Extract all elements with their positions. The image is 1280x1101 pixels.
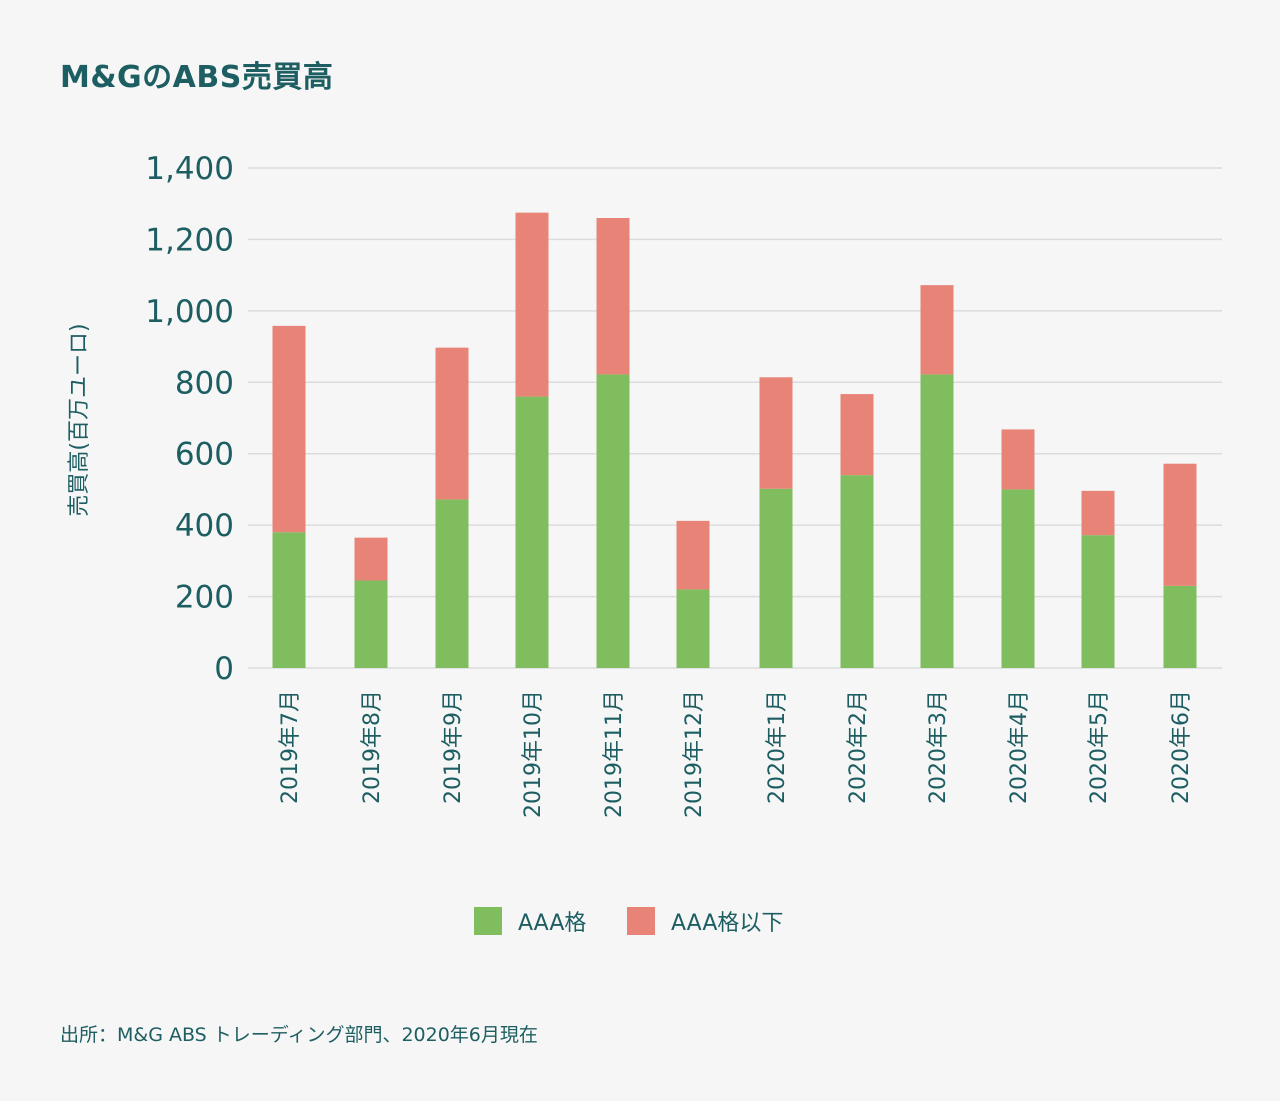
x-tick-label: 2019年11月 [602, 690, 627, 818]
y-tick-label: 1,400 [145, 151, 234, 187]
bar-aaa [596, 374, 630, 668]
bar-aaa [272, 532, 306, 668]
y-tick-label: 800 [175, 365, 234, 401]
y-axis-ticks: 0 200 400 600 800 1,000 1,200 1,400 [145, 151, 234, 687]
y-tick-label: 0 [214, 651, 234, 687]
bar-aaa [435, 499, 469, 668]
x-tick-label: 2020年4月 [1007, 690, 1032, 804]
bar-aaa [840, 475, 874, 668]
bar-below-aaa [596, 218, 630, 375]
grid-lines [248, 167, 1222, 669]
y-tick-label: 400 [175, 508, 234, 544]
bar-below-aaa [272, 325, 306, 533]
y-tick-label: 1,200 [145, 222, 234, 258]
x-tick-label: 2019年7月 [278, 690, 303, 804]
bars [272, 212, 1197, 668]
source-note: 出所：M&G ABS トレーディング部門、2020年6月現在 [60, 1024, 538, 1046]
bar-below-aaa [1163, 463, 1197, 586]
bar-aaa [920, 374, 954, 668]
y-tick-label: 1,000 [145, 294, 234, 330]
bar-aaa [354, 580, 388, 668]
bar-below-aaa [515, 212, 549, 397]
bar-below-aaa [1001, 429, 1035, 490]
bar-aaa [515, 396, 549, 668]
bar-below-aaa [1081, 490, 1115, 536]
bar-below-aaa [354, 537, 388, 581]
bar-aaa [676, 589, 710, 668]
y-tick-label: 600 [175, 437, 234, 473]
bar-below-aaa [435, 347, 469, 500]
x-tick-label: 2020年1月 [765, 690, 790, 804]
x-tick-label: 2019年8月 [360, 690, 385, 804]
bar-below-aaa [920, 285, 954, 375]
legend-label-below-aaa: AAA格以下 [671, 911, 783, 936]
x-tick-label: 2020年2月 [846, 690, 871, 804]
bar-below-aaa [676, 520, 710, 590]
x-tick-label: 2020年5月 [1087, 690, 1112, 804]
x-tick-label: 2019年12月 [682, 690, 707, 818]
legend-label-aaa: AAA格 [518, 911, 586, 936]
y-tick-label: 200 [175, 580, 234, 616]
bar-below-aaa [759, 377, 793, 489]
x-tick-label: 2019年10月 [521, 690, 546, 818]
bar-aaa [759, 488, 793, 668]
x-tick-label: 2019年9月 [441, 690, 466, 804]
legend: AAA格 AAA格以下 [474, 907, 783, 936]
y-axis-label: 売買高(百万ユーロ) [67, 323, 92, 516]
chart-title: M&GのABS売買高 [60, 60, 334, 95]
x-tick-label: 2020年6月 [1169, 690, 1194, 804]
legend-swatch-aaa [474, 907, 502, 935]
x-tick-label: 2020年3月 [926, 690, 951, 804]
legend-swatch-below-aaa [627, 907, 655, 935]
bar-aaa [1081, 535, 1115, 668]
bar-aaa [1001, 489, 1035, 668]
bar-below-aaa [840, 394, 874, 476]
bar-aaa [1163, 585, 1197, 668]
x-axis-ticks: 2019年7月 2019年8月 2019年9月 2019年10月 2019年11月 201… [278, 690, 1194, 818]
